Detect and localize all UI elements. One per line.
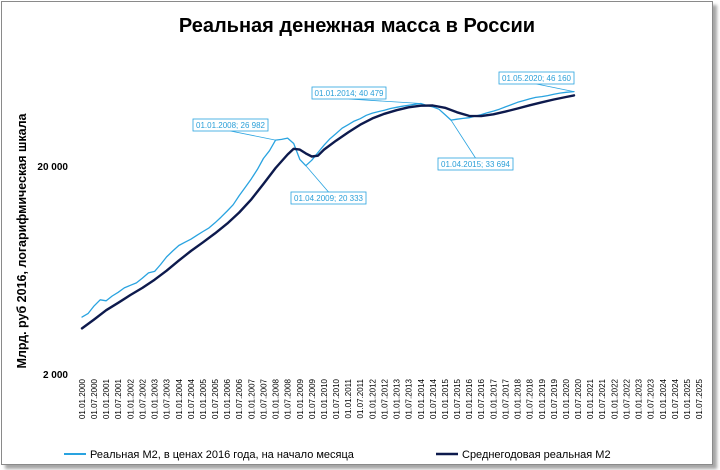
x-tick-label-48: 01.01.2024 [659,378,668,419]
x-tick-label-24: 01.01.2012 [368,378,377,419]
x-tick-label-23: 01.07.2011 [356,378,365,418]
annotation-label-0: 01.01.2008; 26 982 [196,121,266,130]
x-tick-label-18: 01.01.2009 [296,378,305,419]
x-tick-label-39: 01.07.2019 [550,378,559,419]
annotation-label-4: 01.05.2020; 46 160 [502,74,572,83]
x-tick-label-12: 01.01.2006 [223,378,232,419]
x-tick-label-41: 01.07.2020 [574,378,583,419]
annotation-leader-0 [230,130,276,141]
annotation-leader-4 [536,83,575,93]
x-tick-label-3: 01.07.2001 [114,378,123,419]
x-tick-label-46: 01.01.2023 [635,378,644,419]
x-tick-label-32: 01.01.2016 [465,378,474,419]
x-tick-label-16: 01.01.2008 [272,378,281,419]
x-tick-label-47: 01.07.2023 [647,378,656,419]
x-tick-label-10: 01.01.2005 [199,378,208,419]
annotation-box-2 [311,86,387,100]
x-tick-label-51: 01.07.2025 [695,378,704,419]
x-tick-label-13: 01.07.2006 [235,378,244,419]
x-tick-label-38: 01.01.2019 [538,378,547,419]
annotation-box-3 [437,157,514,171]
x-tick-label-33: 01.07.2016 [477,378,486,419]
annotation-box-4 [498,71,575,85]
y-tick-label-1: 20 000 [37,162,68,173]
series-line-0 [81,90,575,318]
x-tick-label-14: 01.01.2007 [247,378,256,419]
x-tick-label-0: 01.01.2000 [78,378,87,419]
x-tick-label-44: 01.01.2022 [610,378,619,419]
x-tick-label-2: 01.01.2001 [102,378,111,419]
x-tick-label-42: 01.01.2021 [586,378,595,419]
x-tick-label-35: 01.07.2017 [501,378,510,419]
x-tick-label-20: 01.01.2010 [320,378,329,419]
x-tick-label-50: 01.01.2025 [683,378,692,419]
annotation-label-3: 01.04.2015; 33 694 [441,160,511,169]
legend-label-real-m2: Реальная М2, в ценах 2016 года, на начал… [90,449,355,461]
x-tick-label-27: 01.07.2013 [405,378,414,419]
x-tick-label-9: 01.07.2004 [187,378,196,419]
x-tick-label-30: 01.01.2015 [441,378,450,419]
chart-title: Реальная денежная масса в России [179,15,535,37]
series-line-1 [80,94,576,330]
x-tick-label-31: 01.07.2015 [453,378,462,419]
annotations-layer: 01.01.2008; 26 982 01.04.2009; 20 333 01.0… [192,71,575,205]
annotation-leader-3 [450,119,476,159]
y-tick-label-0: 2 000 [43,370,68,381]
y-axis-title: Млрд. руб 2016, логарифмическая шкала [15,112,29,368]
annotation-leader-1 [305,165,329,193]
x-tick-label-15: 01.07.2007 [259,378,268,419]
x-tick-label-5: 01.07.2002 [138,378,147,419]
legend-label-average-m2: Среднегодовая реальная М2 [462,449,611,461]
annotation-label-1: 01.04.2009; 20 333 [294,194,364,203]
x-tick-label-4: 01.01.2002 [126,378,135,419]
annotation-box-1 [290,191,367,205]
line-chart: Реальная денежная масса в России Млрд. р… [15,15,704,461]
x-tick-label-45: 01.07.2022 [622,378,631,419]
series-layer [80,90,576,330]
x-tick-label-22: 01.01.2011 [344,378,353,418]
x-tick-label-34: 01.01.2017 [489,378,498,419]
x-tick-label-36: 01.01.2018 [514,378,523,419]
x-tick-label-7: 01.07.2003 [163,378,172,419]
x-tick-label-49: 01.07.2024 [671,378,680,419]
x-tick-label-29: 01.07.2014 [429,378,438,419]
x-tick-label-25: 01.07.2012 [380,378,389,419]
y-axis-ticks: 2 000 20 000 [37,162,68,381]
x-tick-label-1: 01.07.2000 [90,378,99,419]
x-tick-label-37: 01.07.2018 [526,378,535,419]
chart-frame: Реальная денежная масса в России Млрд. р… [1,1,713,465]
x-tick-label-26: 01.01.2013 [393,378,402,419]
annotation-label-2: 01.01.2014; 40 479 [315,89,385,98]
x-tick-label-40: 01.01.2020 [562,378,571,419]
x-tick-label-19: 01.07.2009 [308,378,317,419]
x-tick-label-6: 01.01.2003 [151,378,160,419]
x-tick-label-21: 01.07.2010 [332,378,341,419]
x-tick-label-17: 01.07.2008 [284,378,293,419]
x-tick-label-11: 01.07.2005 [211,378,220,419]
x-axis-ticks: 01.01.2000 01.07.2000 01.01.2001 01.07.2001… [78,378,704,419]
x-tick-label-43: 01.07.2021 [598,378,607,419]
annotation-box-0 [192,118,269,132]
x-tick-label-28: 01.01.2014 [417,378,426,419]
legend: Реальная М2, в ценах 2016 года, на начал… [64,449,611,461]
x-tick-label-8: 01.01.2004 [175,378,184,419]
annotation-leader-2 [348,98,421,104]
